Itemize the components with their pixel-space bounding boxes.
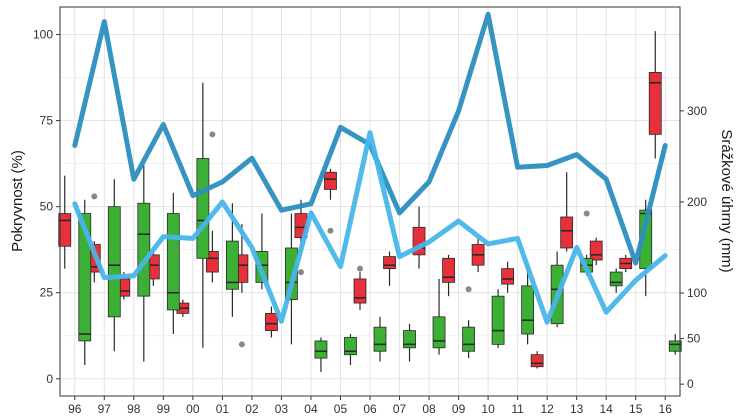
box-green-01: [225, 240, 239, 290]
box-red-07: [383, 256, 396, 270]
box-green-99: [166, 213, 180, 311]
outlier-point: [327, 227, 334, 234]
y-right-tick-label: 0: [687, 377, 694, 391]
x-tick-label: 99: [157, 402, 171, 416]
box-green-04: [314, 340, 328, 359]
x-tick-label: 08: [422, 402, 436, 416]
box-green-08: [432, 316, 446, 349]
y-left-tick-label: 100: [33, 28, 53, 42]
y-right-tick-label: 100: [687, 286, 707, 300]
x-tick-label: 04: [304, 402, 318, 416]
box-green-16: [668, 340, 682, 352]
box-green-09: [462, 326, 475, 352]
y-right-tick-label: 200: [687, 195, 707, 209]
box-green-10: [491, 295, 505, 345]
x-tick-label: 07: [393, 402, 407, 416]
box-red-01: [205, 251, 219, 273]
y-right-tick-label: 300: [687, 104, 707, 118]
box-green-07: [403, 330, 416, 349]
box-green-06: [373, 326, 387, 352]
y-axis-left-title: Pokryvnost (%): [9, 150, 26, 252]
x-tick-label: 16: [659, 402, 673, 416]
y-left-tick-label: 50: [40, 200, 54, 214]
y-left-tick-label: 0: [46, 372, 53, 386]
x-tick-label: 02: [245, 402, 259, 416]
x-tick-label: 09: [452, 402, 466, 416]
x-tick-label: 10: [481, 402, 495, 416]
box-green-96: [78, 213, 92, 342]
outlier-point: [238, 341, 245, 348]
y-right-tick-label: 50: [687, 332, 701, 346]
box-red-05: [324, 171, 337, 190]
box-red-06: [353, 278, 367, 304]
x-tick-label: 98: [127, 402, 141, 416]
box-red-16: [648, 72, 662, 135]
precipitation-lines: [72, 11, 668, 325]
x-tick-label: 05: [334, 402, 348, 416]
y-axis-right-title: Srážkové úhrny (mm): [718, 129, 735, 272]
outlier-point: [297, 269, 304, 276]
box-red-11: [501, 268, 515, 285]
line-dark: [72, 11, 668, 266]
outlier-point: [91, 193, 98, 200]
line-light: [72, 130, 668, 325]
box-green-97: [107, 206, 121, 318]
box-green-00: [196, 158, 210, 259]
box-red-03: [265, 312, 278, 331]
box-green-14: [609, 271, 623, 287]
box-green-98: [137, 202, 151, 297]
box-red-96: [58, 213, 72, 247]
x-tick-label: 00: [186, 402, 200, 416]
x-tick-label: 97: [98, 402, 112, 416]
x-tick-label: 15: [629, 402, 643, 416]
box-green-11: [521, 285, 535, 335]
x-tick-label: 13: [570, 402, 584, 416]
outlier-point: [209, 131, 216, 138]
box-red-14: [589, 240, 603, 261]
box-red-12: [530, 354, 544, 368]
x-tick-label: 14: [600, 402, 614, 416]
x-tick-label: 06: [363, 402, 377, 416]
x-tick-label: 03: [275, 402, 289, 416]
box-green-05: [344, 337, 357, 356]
x-tick-label: 12: [540, 402, 554, 416]
x-tick-label: 11: [511, 402, 524, 416]
box-red-13: [560, 216, 574, 249]
y-left-tick-label: 25: [40, 286, 54, 300]
outlier-point: [583, 210, 590, 217]
x-tick-label: 01: [216, 402, 230, 416]
box-red-09: [442, 257, 455, 283]
y-left-tick-label: 75: [40, 114, 54, 128]
outlier-point: [357, 265, 363, 272]
outlier-point: [465, 286, 472, 293]
x-tick-label: 96: [68, 402, 82, 416]
